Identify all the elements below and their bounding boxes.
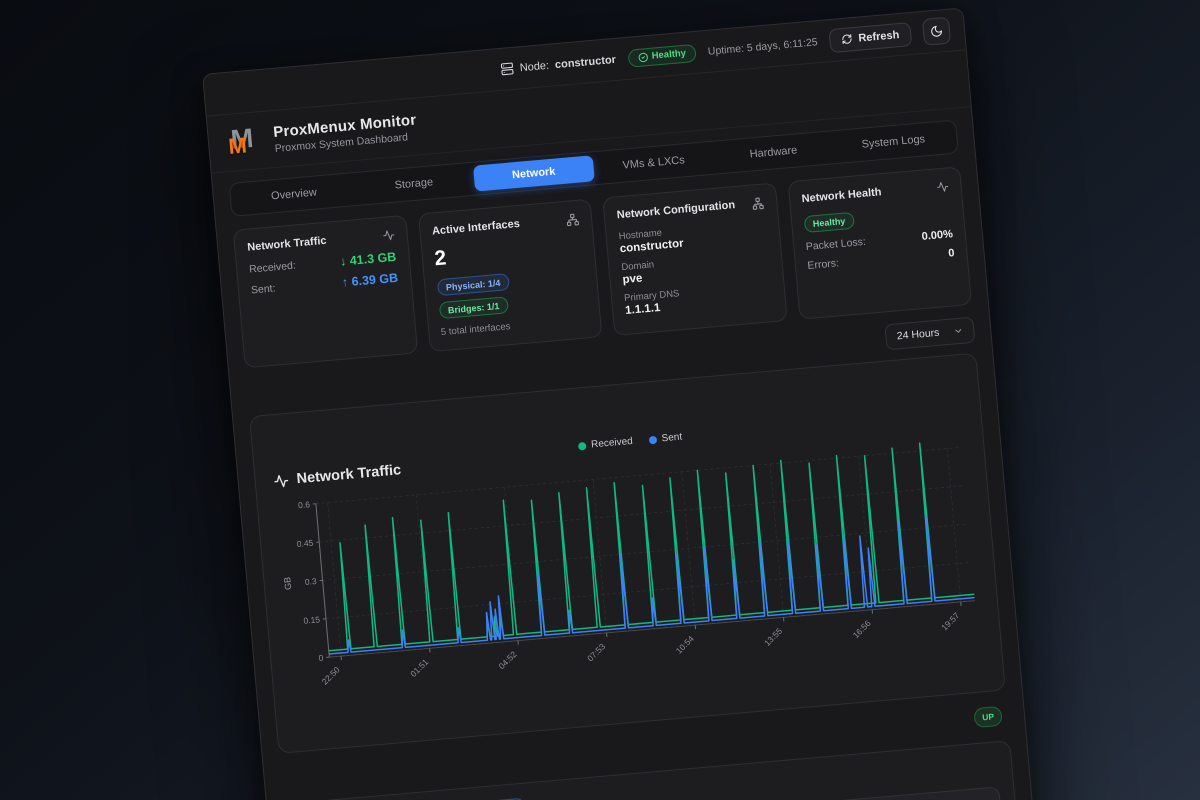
network-traffic-card: Network Traffic Received: ↓ 41.3 GB Sent… [232,214,418,369]
errors-label: Errors: [807,257,840,272]
health-status-badge: Healthy [627,43,697,68]
svg-text:19:57: 19:57 [939,610,961,632]
refresh-icon [841,33,853,45]
svg-text:16:56: 16:56 [851,618,873,640]
card-title: Active Interfaces [431,217,521,238]
svg-text:GB: GB [282,577,293,591]
tab-system-logs[interactable]: System Logs [861,133,926,151]
hierarchy-icon [750,197,764,211]
proxmenux-logo: M M [223,121,264,162]
packet-loss-value: 0.00% [921,228,954,243]
packet-loss-label: Packet Loss: [805,235,867,254]
chart-title: Network Traffic [295,462,402,488]
network-health-card: Network Health Healthy Packet Loss: 0.00… [787,166,973,320]
arrow-up-icon: ↑ [341,275,349,290]
chart-header: Network Traffic Received Sent [273,413,964,489]
tab-network[interactable]: Network [472,155,595,192]
svg-text:0.45: 0.45 [296,538,314,549]
received-value: ↓ 41.3 GB [339,249,397,269]
legend-item-received: Received [577,436,633,452]
theme-toggle-button[interactable] [921,16,952,46]
node-value: constructor [554,53,617,71]
svg-text:07:53: 07:53 [585,641,607,663]
card-title: Network Health [801,186,882,206]
svg-text:04:52: 04:52 [497,649,519,671]
refresh-button[interactable]: Refresh [828,21,913,53]
time-range-row: 24 Hours [246,316,976,407]
svg-text:13:55: 13:55 [762,626,784,648]
arrow-down-icon: ↓ [339,254,347,269]
moon-icon [930,24,944,38]
bridges-count-badge: Bridges: 1/1 [438,296,510,320]
chart-svg: 0 0.15 0.3 0.45 0.6 22:50 01:51 04:52 07:53 10:54… [282,442,975,687]
legend-item-sent: Sent [648,432,683,446]
svg-text:22:50: 22:50 [320,664,342,686]
svg-text:0.3: 0.3 [304,576,317,587]
active-interfaces-count: 2 [433,246,448,271]
network-icon [566,213,580,227]
tab-overview[interactable]: Overview [270,186,318,203]
top-bar: Node: constructor Healthy Uptime: 5 days… [203,8,966,117]
sent-value: ↑ 6.39 GB [341,270,399,290]
traffic-line-chart: 0 0.15 0.3 0.45 0.6 22:50 01:51 04:52 07:53 10:54… [271,435,988,726]
chart-legend: Received Sent [577,432,683,452]
activity-icon [382,229,395,242]
activity-icon [273,473,289,489]
logo-letter-front: M [227,132,248,159]
up-status-badge: UP [973,705,1003,729]
total-interfaces-caption: 5 total interfaces [440,321,511,339]
svg-text:10:54: 10:54 [674,633,696,655]
svg-text:01:51: 01:51 [408,657,430,679]
physical-count-badge: Physical: 1/4 [436,273,511,297]
received-label: Received: [248,259,297,276]
card-title: Network Configuration [616,199,736,222]
dashboard-window: Node: constructor Healthy Uptime: 5 days… [202,7,1038,800]
svg-text:0.15: 0.15 [303,614,321,625]
errors-value: 0 [947,247,955,260]
time-range-select[interactable]: 24 Hours [884,316,976,351]
tab-hardware[interactable]: Hardware [749,144,798,161]
card-title: Network Traffic [246,234,328,254]
health-badge: Healthy [803,211,855,233]
check-circle-icon [637,52,648,63]
uptime-text: Uptime: 5 days, 6:11:25 [707,35,819,58]
sent-label: Sent: [250,282,277,297]
legend-dot-sent [648,435,657,444]
stat-cards-row: Network Traffic Received: ↓ 41.3 GB Sent… [232,166,973,369]
activity-icon [936,180,949,193]
brand-text: ProxMenux Monitor Proxmox System Dashboa… [273,111,419,154]
legend-dot-received [577,441,587,451]
node-label: Node: [519,59,550,74]
svg-text:0.6: 0.6 [298,499,311,510]
network-traffic-chart-card: Network Traffic Received Sent 0 0.15 0.3 0.… [249,352,1006,754]
network-configuration-card: Network Configuration Hostname construct… [602,182,788,337]
node-info: Node: constructor [500,53,616,76]
tab-vms-lxcs[interactable]: VMs & LXCs [622,154,686,172]
svg-text:0: 0 [318,653,324,663]
server-icon [500,62,514,76]
tab-storage[interactable]: Storage [394,176,434,192]
active-interfaces-card: Active Interfaces 2 Physical: 1/4 Bridge… [417,198,603,353]
chevron-down-icon [953,326,964,337]
